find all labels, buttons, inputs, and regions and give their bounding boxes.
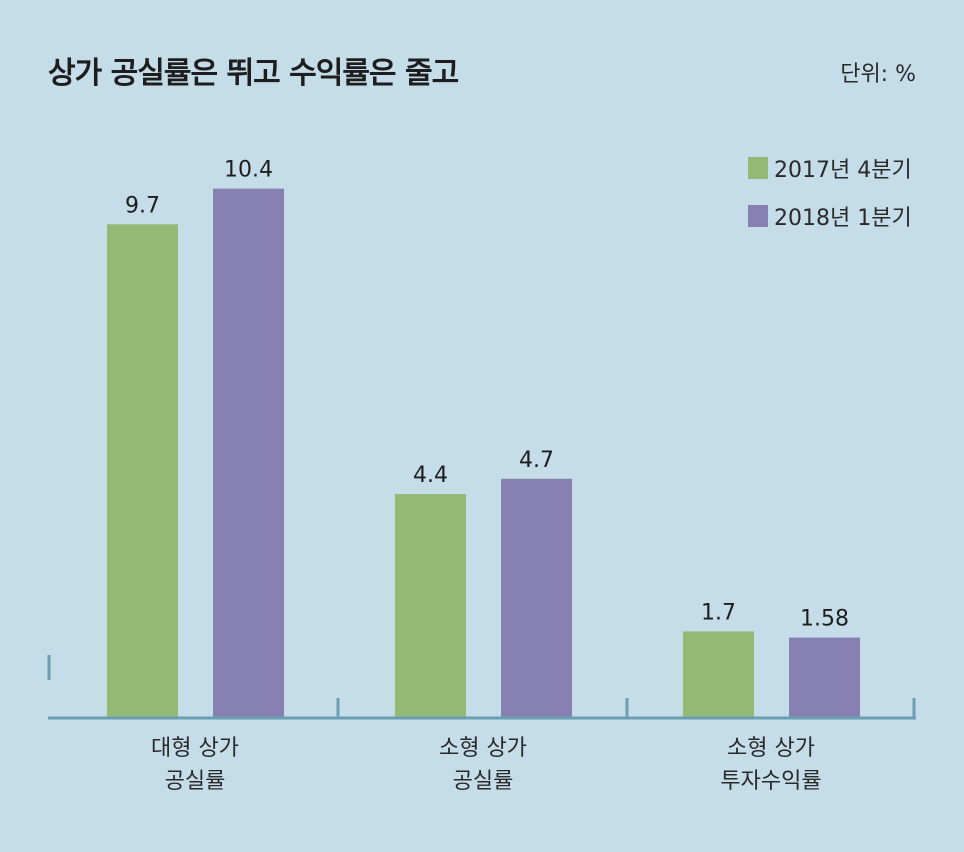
chart-title: 상가 공실률은 뛰고 수익률은 줄고 bbox=[48, 56, 459, 91]
category-label: 소형 상가 bbox=[727, 736, 815, 761]
value-label: 1.58 bbox=[800, 607, 849, 632]
value-label: 9.7 bbox=[125, 193, 160, 218]
category-label: 공실률 bbox=[453, 769, 514, 794]
legend-item-2018q1: 2018년 1분기 bbox=[748, 203, 912, 231]
category-label: 소형 상가 bbox=[439, 736, 527, 761]
legend-label: 2018년 1분기 bbox=[774, 206, 912, 231]
bar-2018q1 bbox=[213, 188, 284, 718]
category-label: 공실률 bbox=[165, 769, 226, 794]
value-label: 4.4 bbox=[413, 463, 448, 488]
legend-label: 2017년 4분기 bbox=[774, 158, 912, 183]
value-label: 4.7 bbox=[519, 448, 554, 473]
legend-item-2017q4: 2017년 4분기 bbox=[748, 155, 912, 183]
bar-2018q1 bbox=[501, 478, 572, 718]
bar-2017q4 bbox=[107, 224, 178, 718]
bar-2017q4 bbox=[395, 494, 466, 718]
category-label: 투자수익률 bbox=[720, 769, 821, 794]
legend-swatch-purple bbox=[748, 205, 768, 227]
bar-2018q1 bbox=[789, 637, 860, 718]
unit-label: 단위: % bbox=[840, 62, 916, 87]
legend-swatch-green bbox=[748, 157, 768, 179]
bar-2017q4 bbox=[683, 631, 754, 718]
value-label: 1.7 bbox=[701, 600, 736, 625]
category-label: 대형 상가 bbox=[151, 736, 239, 761]
value-label: 10.4 bbox=[224, 158, 273, 183]
